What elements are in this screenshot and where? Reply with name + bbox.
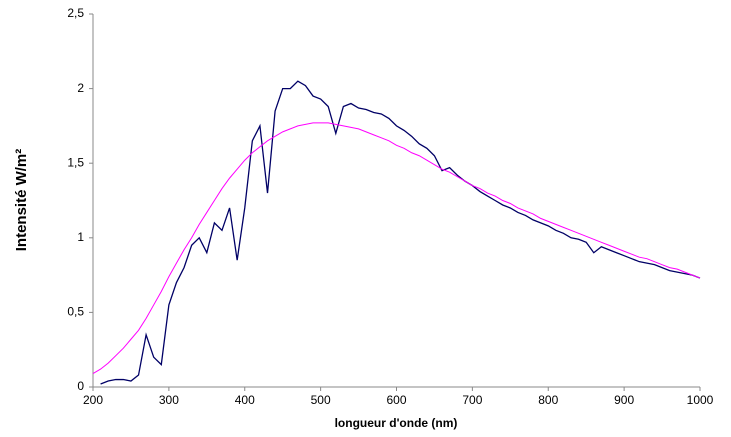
- y-tick-label: 0,5: [67, 305, 84, 319]
- x-tick-label: 700: [462, 393, 482, 407]
- data-line: [100, 80, 701, 385]
- x-tick-label: 1000: [687, 393, 714, 407]
- data-line: [92, 122, 701, 375]
- y-tick-label: 0: [77, 379, 84, 393]
- x-tick-label: 300: [159, 393, 179, 407]
- y-tick-label: 1: [77, 230, 84, 244]
- y-axis-title: Intensité W/m²: [13, 149, 30, 252]
- x-axis-title: longueur d'onde (nm): [335, 416, 458, 430]
- x-tick-label: 500: [311, 393, 331, 407]
- y-tick-label: 2,5: [67, 6, 84, 20]
- x-tick-label: 600: [386, 393, 406, 407]
- y-tick-label: 2: [77, 81, 84, 95]
- x-tick-label: 200: [83, 393, 103, 407]
- x-tick-label: 900: [614, 393, 634, 407]
- x-tick-label: 400: [235, 393, 255, 407]
- y-tick-label: 1,5: [67, 155, 84, 169]
- x-tick-label: 800: [538, 393, 558, 407]
